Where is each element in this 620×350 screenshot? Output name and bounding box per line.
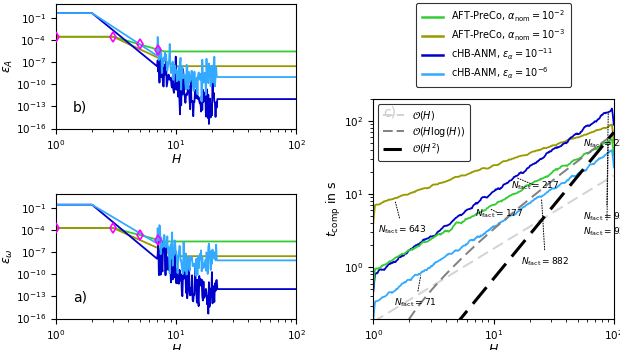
Text: $N_\mathrm{fact} = 882$: $N_\mathrm{fact} = 882$ <box>521 199 570 268</box>
Text: $N_\mathrm{fact} = 217$: $N_\mathrm{fact} = 217$ <box>511 178 560 192</box>
Y-axis label: $\varepsilon_\omega$: $\varepsilon_\omega$ <box>1 248 14 264</box>
Y-axis label: $\varepsilon_A$: $\varepsilon_A$ <box>1 59 14 73</box>
X-axis label: $H$: $H$ <box>170 343 182 350</box>
Text: $N_\mathrm{fact} = 71$: $N_\mathrm{fact} = 71$ <box>394 276 437 309</box>
Text: c): c) <box>383 105 396 119</box>
Text: a): a) <box>73 290 87 304</box>
Text: b): b) <box>73 100 87 114</box>
Text: $N_\mathrm{fact} = 177$: $N_\mathrm{fact} = 177$ <box>475 207 523 220</box>
X-axis label: $H$: $H$ <box>488 343 499 350</box>
Text: $N_\mathrm{fact} = 925$: $N_\mathrm{fact} = 925$ <box>583 142 620 238</box>
Text: $N_\mathrm{fact} = 221$: $N_\mathrm{fact} = 221$ <box>583 137 620 150</box>
Text: $N_\mathrm{fact} = 643$: $N_\mathrm{fact} = 643$ <box>378 201 427 236</box>
Text: $N_\mathrm{fact} = 932$: $N_\mathrm{fact} = 932$ <box>583 112 620 223</box>
Legend: $\mathcal{O}(H)$, $\mathcal{O}(H\log(H))$, $\mathcal{O}(H^2)$: $\mathcal{O}(H)$, $\mathcal{O}(H\log(H))… <box>378 104 470 161</box>
X-axis label: $H$: $H$ <box>170 153 182 166</box>
Legend: AFT-PreCo, $\alpha_\mathrm{nom} = 10^{-2}$, AFT-PreCo, $\alpha_\mathrm{nom} = 10: AFT-PreCo, $\alpha_\mathrm{nom} = 10^{-2… <box>416 3 571 87</box>
Y-axis label: $t_\mathrm{comp}$ in s: $t_\mathrm{comp}$ in s <box>325 180 343 237</box>
